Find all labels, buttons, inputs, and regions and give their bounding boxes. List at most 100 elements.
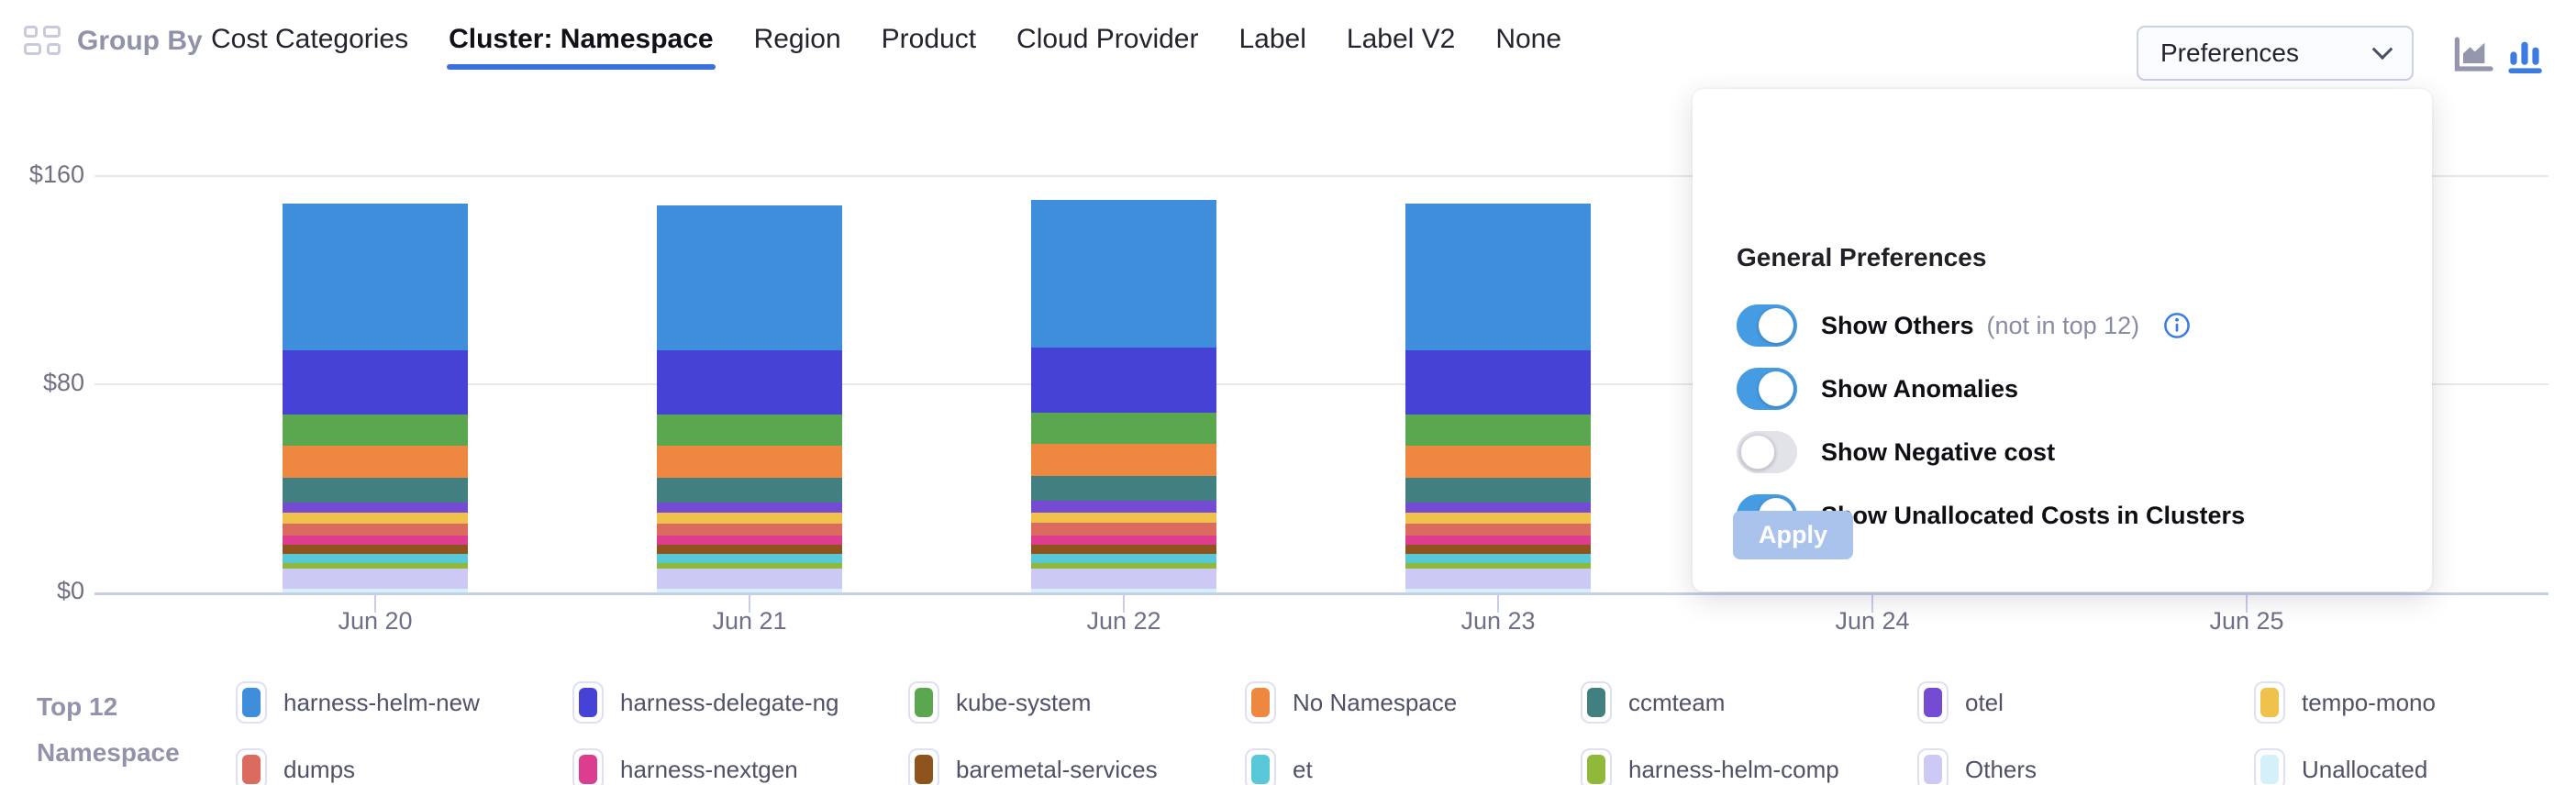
gridline-160 [94,175,2548,177]
bar-segment-unallocated[interactable] [657,588,842,592]
bar-segment-harness-helm-comp[interactable] [283,563,468,569]
bar-segment-unallocated[interactable] [1031,588,1216,592]
x-axis-tick-jun-21 [749,594,750,613]
bar-segment-dumps[interactable] [283,524,468,536]
legend-item-dumps[interactable]: dumps [236,748,355,785]
legend-item-tempo-mono[interactable]: tempo-mono [2254,681,2436,724]
preferences-dropdown-button[interactable]: Preferences [2137,26,2414,81]
legend-item-otel[interactable]: otel [1917,681,2004,724]
toggle-label-show-unallocated-costs-in-clusters: Show Unallocated Costs in Clusters [1821,501,2246,529]
bar-segment-otel[interactable] [283,502,468,514]
toggle-label-show-anomalies: Show Anomalies [1821,374,2019,403]
bar-segment-harness-delegate-ng[interactable] [283,349,468,415]
bar-segment-harness-delegate-ng[interactable] [657,350,842,415]
bar-segment-harness-helm-new[interactable] [283,204,468,350]
bar-segment-harness-delegate-ng[interactable] [1405,349,1591,415]
legend-item-ccmteam[interactable]: ccmteam [1581,681,1725,724]
bar-segment-et[interactable] [1405,554,1591,564]
x-axis-tick-jun-22 [1123,594,1125,613]
legend-label-baremetal-services: baremetal-services [956,755,1158,783]
bar-segment-others[interactable] [657,569,842,589]
legend-item-et[interactable]: et [1245,748,1313,785]
bar-segment-no-namespace[interactable] [1031,443,1216,477]
bar-segment-tempo-mono[interactable] [1405,513,1591,525]
bar-segment-ccmteam[interactable] [657,477,842,503]
legend-label-harness-helm-comp: harness-helm-comp [1628,755,1839,783]
legend-item-harness-helm-new[interactable]: harness-helm-new [236,681,480,724]
legend-item-harness-delegate-ng[interactable]: harness-delegate-ng [572,681,839,724]
bar-segment-ccmteam[interactable] [1405,477,1591,503]
bar-segment-et[interactable] [283,554,468,564]
bar-segment-harness-helm-comp[interactable] [1031,562,1216,569]
toggle-knob [1759,308,1793,343]
legend-swatch-ccmteam [1581,681,1612,724]
toggle-show-anomalies[interactable] [1737,368,1797,410]
bar-segment-harness-delegate-ng[interactable] [1031,348,1216,413]
tab-label-v2[interactable]: Label V2 [1346,24,1456,54]
toggle-show-others[interactable] [1737,304,1797,347]
legend-item-harness-helm-comp[interactable]: harness-helm-comp [1581,748,1839,785]
bar-segment-harness-helm-new[interactable] [657,205,842,351]
tab-none[interactable]: None [1495,24,1562,54]
bar-segment-tempo-mono[interactable] [657,513,842,525]
x-axis-tick-jun-20 [374,594,376,613]
legend-item-no-namespace[interactable]: No Namespace [1245,681,1457,724]
tab-cost-categories[interactable]: Cost Categories [211,24,409,54]
toggle-show-negative-cost[interactable] [1737,431,1797,473]
bar-segment-tempo-mono[interactable] [283,513,468,525]
bar-segment-others[interactable] [1031,568,1216,589]
legend-item-kube-system[interactable]: kube-system [908,681,1091,724]
tab-region[interactable]: Region [753,24,841,54]
bar-segment-baremetal-services[interactable] [1405,545,1591,555]
legend-item-others[interactable]: Others [1917,748,2037,785]
bar-segment-harness-helm-new[interactable] [1405,203,1591,350]
bar-segment-baremetal-services[interactable] [657,545,842,555]
bar-segment-kube-system[interactable] [283,414,468,446]
bar-segment-others[interactable] [283,569,468,589]
bar-segment-kube-system[interactable] [1031,412,1216,444]
bar-segment-harness-nextgen[interactable] [283,536,468,546]
bar-segment-harness-helm-comp[interactable] [657,563,842,569]
bar-segment-unallocated[interactable] [283,588,468,592]
legend-item-harness-nextgen[interactable]: harness-nextgen [572,748,798,785]
area-chart-type-icon[interactable] [2451,37,2493,80]
gridline-80 [94,383,2548,385]
y-axis-label-0: $0 [56,577,84,604]
tab-cloud-provider[interactable]: Cloud Provider [1016,24,1199,54]
bar-segment-et[interactable] [1031,553,1216,563]
bar-segment-kube-system[interactable] [1405,414,1591,446]
info-icon[interactable] [2163,312,2191,339]
tab-cluster-namespace[interactable]: Cluster: Namespace [447,11,716,79]
bar-segment-no-namespace[interactable] [283,445,468,478]
bar-segment-harness-nextgen[interactable] [1031,535,1216,545]
bar-segment-harness-helm-new[interactable] [1031,199,1216,348]
bar-segment-otel[interactable] [1405,502,1591,514]
tab-product[interactable]: Product [881,24,977,54]
legend-item-baremetal-services[interactable]: baremetal-services [908,748,1158,785]
apply-button[interactable]: Apply [1733,511,1854,559]
bar-segment-no-namespace[interactable] [1405,445,1591,478]
bar-segment-harness-helm-comp[interactable] [1405,563,1591,569]
bar-chart-type-icon[interactable] [2506,37,2545,80]
bar-segment-baremetal-services[interactable] [283,545,468,555]
bar-segment-tempo-mono[interactable] [1031,512,1216,524]
bar-segment-baremetal-services[interactable] [1031,545,1216,554]
stacked-bar-jun-20 [283,204,468,592]
bar-segment-otel[interactable] [657,502,842,514]
bar-segment-no-namespace[interactable] [657,445,842,478]
bar-segment-ccmteam[interactable] [1031,476,1216,502]
bar-segment-kube-system[interactable] [657,414,842,446]
bar-segment-harness-nextgen[interactable] [657,536,842,546]
bar-segment-dumps[interactable] [657,524,842,536]
bar-segment-ccmteam[interactable] [283,477,468,503]
tab-label[interactable]: Label [1238,24,1306,54]
bar-segment-et[interactable] [657,554,842,564]
bar-segment-otel[interactable] [1031,501,1216,513]
bar-segment-harness-nextgen[interactable] [1405,536,1591,546]
legend-swatch-color [915,755,933,784]
bar-segment-others[interactable] [1405,569,1591,589]
bar-segment-dumps[interactable] [1405,524,1591,536]
bar-segment-dumps[interactable] [1031,523,1216,536]
bar-segment-unallocated[interactable] [1405,588,1591,592]
legend-item-unallocated[interactable]: Unallocated [2254,748,2427,785]
